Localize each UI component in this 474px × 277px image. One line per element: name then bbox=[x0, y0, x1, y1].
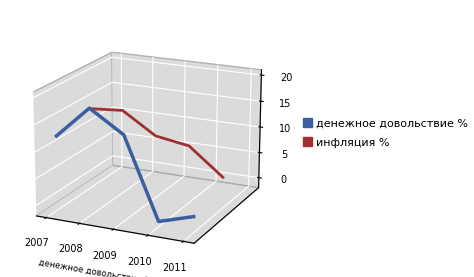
X-axis label: денежное довольствие %: денежное довольствие % bbox=[37, 258, 152, 277]
Legend: денежное довольствие %, инфляция %: денежное довольствие %, инфляция % bbox=[303, 118, 468, 148]
